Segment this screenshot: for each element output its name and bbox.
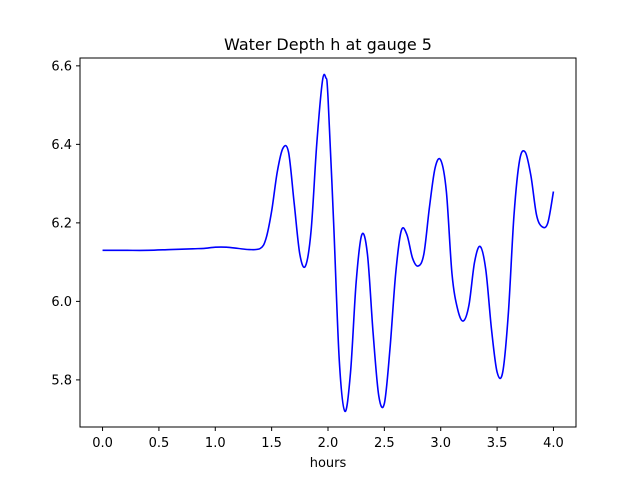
y-tick-label: 6.4 <box>51 138 72 153</box>
x-tick-label: 2.0 <box>318 436 339 451</box>
y-tick-label: 6.0 <box>51 295 72 310</box>
x-tick-label: 3.0 <box>430 436 451 451</box>
y-tick-label: 6.2 <box>51 216 72 231</box>
x-tick-label: 3.5 <box>487 436 508 451</box>
x-tick-label: 1.0 <box>205 436 226 451</box>
x-tick-label: 0.0 <box>92 436 113 451</box>
y-axis-ticks: 5.8 6.0 6.2 6.4 6.6 <box>51 59 80 388</box>
x-tick-label: 0.5 <box>149 436 170 451</box>
x-tick-label: 1.5 <box>261 436 282 451</box>
x-tick-label: 4.0 <box>543 436 564 451</box>
x-axis-label: hours <box>310 456 347 471</box>
series-line-0 <box>102 73 555 413</box>
y-tick-label: 6.6 <box>51 59 72 74</box>
x-tick-label: 2.5 <box>374 436 395 451</box>
series-layer <box>102 73 555 413</box>
chart-title: Water Depth h at gauge 5 <box>224 35 432 54</box>
y-tick-label: 5.8 <box>51 373 72 388</box>
x-axis-ticks: 0.0 0.5 1.0 1.5 2.0 2.5 3.0 3.5 4.0 <box>92 427 564 451</box>
